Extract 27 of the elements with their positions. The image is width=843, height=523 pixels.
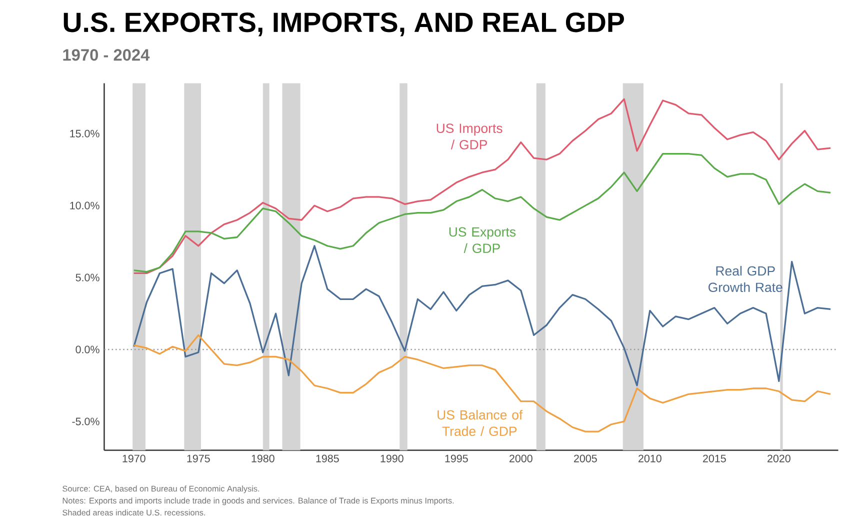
series-label: US Balance of Trade / GDP	[438, 410, 523, 436]
x-tick-label: 2010	[638, 454, 662, 462]
x-tick-label: 1980	[252, 454, 274, 462]
line-series	[133, 98, 832, 274]
series-label: US Imports / GDP	[436, 124, 502, 150]
line-series	[133, 245, 832, 386]
text: Notes: Exports and imports include trade in goods and services. Balance of Trade is Exports minus Imports.	[62, 497, 454, 506]
x-tick-label: 2000	[510, 454, 532, 462]
x-tick-label: 2015	[703, 454, 726, 462]
x-tick-label: 2005	[574, 454, 597, 462]
series-label: Real GDP Growth Rate	[708, 266, 782, 292]
source-note: Source: CEA, based on Bureau of Economic Analysis.	[62, 485, 260, 494]
y-tick-label: 0.0%	[76, 346, 100, 354]
x-tick-label: 1995	[445, 454, 468, 462]
x-tick-label: 1975	[187, 454, 210, 462]
y-tick-label: -5.0%	[72, 418, 100, 426]
y-tick-label: 10.0%	[70, 202, 100, 210]
series-label: US Exports / GDP	[449, 227, 516, 253]
chart-title: U.S. EXPORTS, IMPORTS, AND REAL GDP	[64, 12, 624, 36]
x-tick-label: 1970	[122, 454, 146, 462]
x-tick-label: 1985	[316, 454, 339, 462]
y-tick-label: 5.0%	[76, 274, 100, 282]
y-tick-label: 15.0%	[70, 130, 100, 138]
x-tick-label: 2020	[768, 454, 790, 462]
text: Shaded areas indicate U.S. recessions.	[62, 509, 205, 516]
chart-subtitle: 1970 - 2024	[63, 49, 150, 61]
x-tick-label: 1990	[380, 454, 404, 462]
